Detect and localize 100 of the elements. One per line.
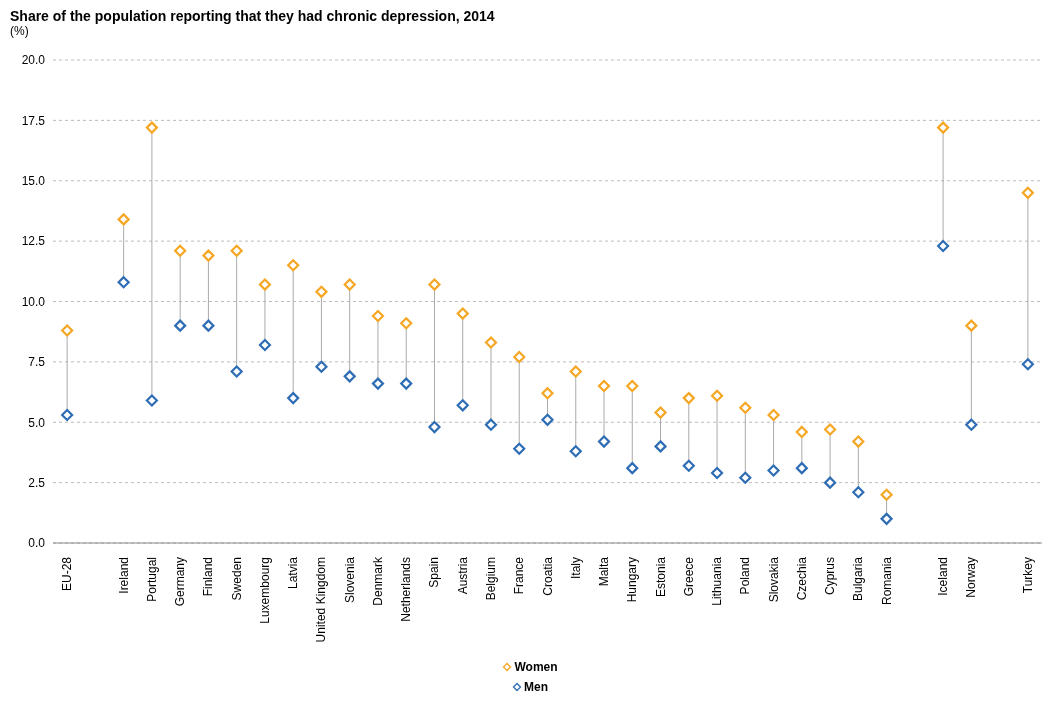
x-tick-label: Netherlands (399, 557, 414, 622)
point (654, 406, 667, 419)
x-tick-label: France (512, 556, 527, 595)
point (795, 425, 808, 439)
point (400, 377, 413, 390)
x-tick-label: Iceland (936, 557, 951, 596)
point (823, 476, 837, 489)
point (541, 413, 554, 426)
y-tick-label: 20.0 (21, 53, 46, 68)
point (315, 360, 328, 373)
x-tick-label: Croatia (540, 556, 555, 596)
point (287, 392, 300, 405)
x-tick-label: Italy (568, 557, 583, 580)
legend-label: Women (514, 660, 558, 674)
point (484, 336, 498, 349)
point (61, 324, 74, 337)
point (145, 121, 158, 134)
point (965, 418, 978, 431)
point (343, 278, 356, 291)
point (371, 377, 385, 390)
point (230, 244, 243, 257)
x-tick-label: Spain (427, 557, 442, 588)
y-tick-label: 10.0 (21, 294, 46, 309)
x-tick-label: Belgium (483, 557, 498, 601)
point (513, 442, 526, 455)
point (400, 317, 413, 330)
x-tick-label: Hungary (625, 557, 640, 603)
y-axis-title: (%) (10, 24, 30, 38)
x-tick-label: Ireland (116, 557, 131, 594)
point (117, 213, 130, 226)
point (597, 435, 611, 448)
point (880, 488, 893, 501)
point (456, 307, 469, 320)
x-tick-label: Cyprus (823, 557, 838, 596)
point (654, 440, 667, 453)
point (795, 462, 808, 475)
point (258, 338, 272, 352)
y-tick-label: 15.0 (21, 174, 46, 189)
point (597, 379, 611, 393)
x-tick-label: Slovenia (342, 556, 357, 604)
x-tick-label: United Kingdom (314, 557, 329, 643)
x-tick-label: Germany (173, 557, 188, 607)
point (174, 319, 187, 332)
point (937, 121, 950, 134)
point (1021, 358, 1034, 371)
point (626, 462, 639, 475)
point (117, 276, 130, 289)
point (371, 309, 385, 323)
point (258, 278, 272, 291)
point (513, 350, 526, 364)
point (739, 401, 752, 414)
point (230, 365, 243, 378)
x-tick-label: Greece (681, 556, 696, 597)
point (569, 445, 582, 458)
point (428, 278, 441, 291)
x-tick-label: Slovakia (766, 556, 781, 603)
point (937, 239, 950, 253)
x-tick-label: Austria (455, 556, 470, 595)
point (739, 471, 752, 484)
point (767, 464, 780, 477)
x-tick-label: Turkey (1020, 557, 1035, 594)
x-tick-label: Luxembourg (257, 557, 272, 624)
point (202, 249, 215, 262)
point (145, 394, 158, 407)
y-tick-label: 7.5 (28, 355, 46, 370)
y-tick-label: 5.0 (28, 415, 46, 430)
point (767, 408, 780, 422)
point (823, 423, 837, 436)
point (682, 392, 695, 405)
point (1021, 186, 1034, 199)
x-tick-label: Sweden (229, 557, 244, 601)
point (880, 512, 893, 525)
legend-label: Men (524, 680, 548, 694)
y-tick-label: 0.0 (28, 536, 46, 551)
y-tick-label: 2.5 (28, 475, 46, 490)
y-tick-label: 12.5 (21, 234, 46, 249)
chart-title: Share of the population reporting that they had chronic depression, 2014 (10, 8, 496, 24)
point (626, 379, 639, 393)
point (428, 420, 441, 434)
point (202, 319, 215, 332)
point (710, 389, 724, 402)
point (484, 418, 498, 431)
x-tick-label: Norway (964, 557, 979, 598)
y-tick-label: 17.5 (21, 113, 46, 128)
point (682, 459, 695, 472)
point (569, 365, 582, 378)
x-tick-label: EU-28 (60, 556, 75, 592)
point (343, 370, 356, 383)
x-tick-label: Latvia (286, 556, 301, 590)
x-tick-label: Poland (738, 557, 753, 595)
point (456, 399, 469, 412)
x-tick-label: Lithuania (710, 556, 725, 606)
x-tick-label: Malta (597, 556, 612, 587)
point (287, 259, 300, 272)
point (710, 466, 724, 480)
x-tick-label: Czechia (794, 556, 809, 601)
point (541, 387, 554, 400)
x-tick-label: Bulgaria (851, 556, 866, 602)
point (315, 285, 328, 298)
x-tick-label: Estonia (653, 556, 668, 598)
